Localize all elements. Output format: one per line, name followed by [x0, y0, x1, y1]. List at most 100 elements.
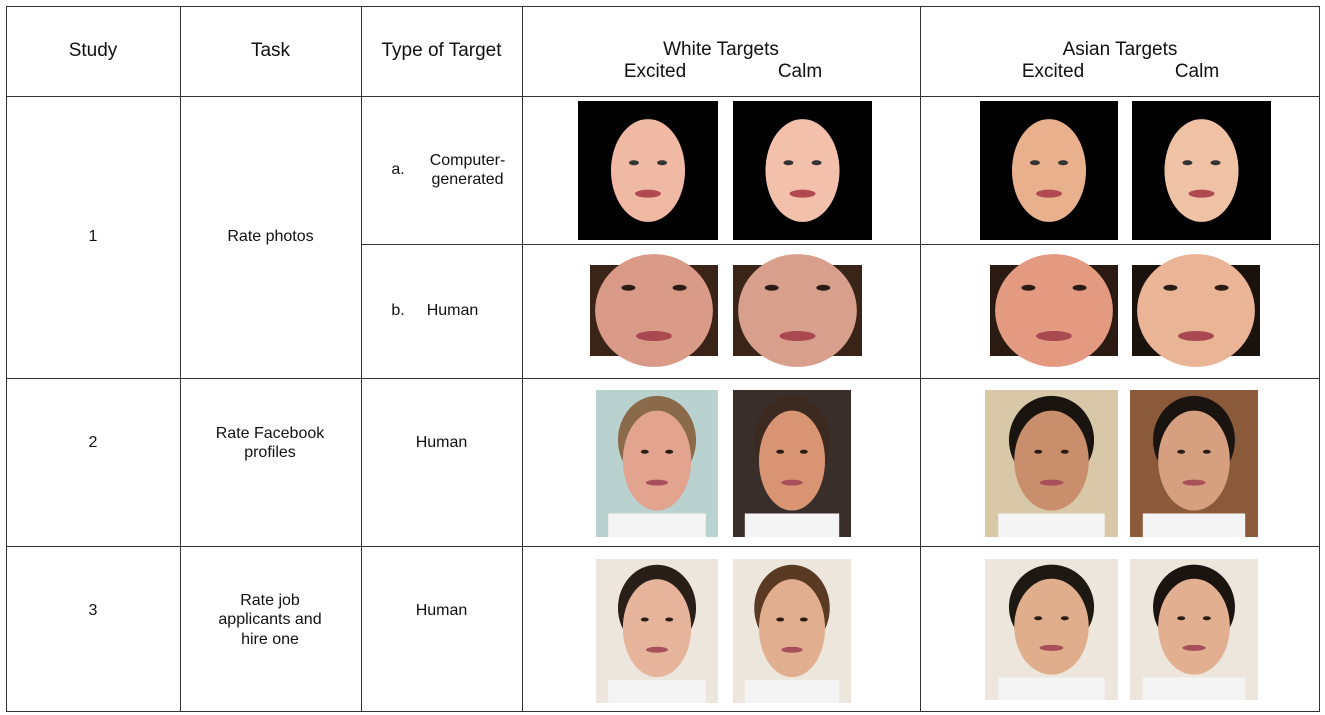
mouth: [779, 330, 816, 341]
shirt: [608, 679, 706, 703]
type-cell: Human: [415, 434, 468, 452]
type-cell: Computer-generated: [429, 151, 506, 188]
mouth: [781, 646, 803, 653]
eye: [816, 284, 831, 291]
mouth: [646, 479, 668, 486]
mouth: [789, 189, 816, 198]
eye: [1182, 160, 1193, 166]
face: [1011, 119, 1087, 222]
mouth: [1182, 644, 1206, 651]
mouth: [1039, 644, 1064, 651]
study-cell: 2: [88, 434, 98, 452]
eye: [1163, 284, 1178, 291]
face: [622, 410, 692, 511]
face: [610, 119, 686, 222]
face-photo: [1130, 559, 1258, 700]
mouth: [1188, 189, 1215, 198]
table-border: [6, 6, 1320, 712]
mouth: [636, 330, 672, 341]
face: [595, 254, 713, 367]
eye: [811, 160, 822, 166]
face-photo: [980, 101, 1118, 240]
face: [1014, 578, 1089, 675]
eye: [640, 617, 649, 622]
mouth: [646, 646, 668, 653]
face: [765, 119, 840, 222]
task-cell: Rate Facebook profiles: [215, 424, 325, 461]
eye: [1202, 616, 1211, 621]
eye: [776, 449, 785, 454]
eye: [1058, 160, 1069, 166]
sub-header: Calm: [777, 60, 823, 82]
eye: [764, 284, 779, 291]
eye: [1214, 284, 1229, 291]
header-cell: Task: [250, 39, 291, 61]
marker: b.: [391, 302, 405, 320]
face: [1014, 410, 1089, 511]
mouth: [781, 479, 803, 486]
shirt: [1142, 677, 1246, 700]
face: [1164, 119, 1239, 222]
eye: [799, 449, 808, 454]
face-photo: [733, 101, 872, 240]
face-photo: [596, 559, 718, 703]
type-cell: Human: [426, 302, 479, 320]
face-photo: [733, 254, 862, 367]
face: [738, 254, 857, 367]
eye: [1072, 284, 1087, 291]
study-cell: 1: [88, 228, 98, 246]
shirt: [608, 513, 706, 537]
face: [758, 410, 826, 511]
eye: [783, 160, 794, 166]
face-photo: [990, 254, 1118, 367]
face-photo: [985, 390, 1118, 537]
eye: [1021, 284, 1036, 291]
mouth: [1036, 330, 1072, 341]
sub-header: Excited: [623, 60, 687, 82]
eye: [672, 284, 687, 291]
eye: [640, 449, 649, 454]
header-cell: White Targets: [663, 38, 779, 60]
eye: [1177, 449, 1186, 454]
type-cell: Human: [415, 602, 468, 620]
header-cell: Study: [68, 39, 118, 61]
shirt: [1142, 513, 1246, 537]
task-cell: Rate photos: [227, 228, 314, 246]
eye: [621, 284, 636, 291]
mouth: [1036, 189, 1062, 198]
face-photo: [733, 559, 851, 703]
mouth: [635, 189, 661, 198]
marker: a.: [391, 161, 405, 179]
face: [1158, 410, 1230, 511]
eye: [665, 617, 674, 622]
face: [1137, 254, 1255, 367]
mouth: [1039, 479, 1064, 486]
face-photo: [596, 390, 718, 537]
shirt: [998, 513, 1105, 537]
eye: [1029, 160, 1040, 166]
sub-header: Calm: [1174, 60, 1220, 82]
face-photo: [590, 254, 718, 367]
eye: [1177, 616, 1186, 621]
face-photo: [985, 559, 1118, 700]
shirt: [998, 677, 1105, 700]
eye: [665, 449, 674, 454]
mouth: [1178, 330, 1214, 341]
eye: [628, 160, 639, 166]
eye: [776, 617, 785, 622]
face: [1158, 578, 1230, 675]
eye: [1060, 616, 1069, 621]
shirt: [744, 679, 840, 703]
study-cell: 3: [88, 602, 98, 620]
face-photo: [1132, 254, 1260, 367]
face-photo: [733, 390, 851, 537]
shirt: [744, 513, 840, 537]
mouth: [1182, 479, 1206, 486]
face: [622, 579, 692, 678]
eye: [799, 617, 808, 622]
face-photo: [1132, 101, 1271, 240]
task-cell: Rate job applicants and hire one: [218, 592, 322, 648]
eye: [657, 160, 668, 166]
